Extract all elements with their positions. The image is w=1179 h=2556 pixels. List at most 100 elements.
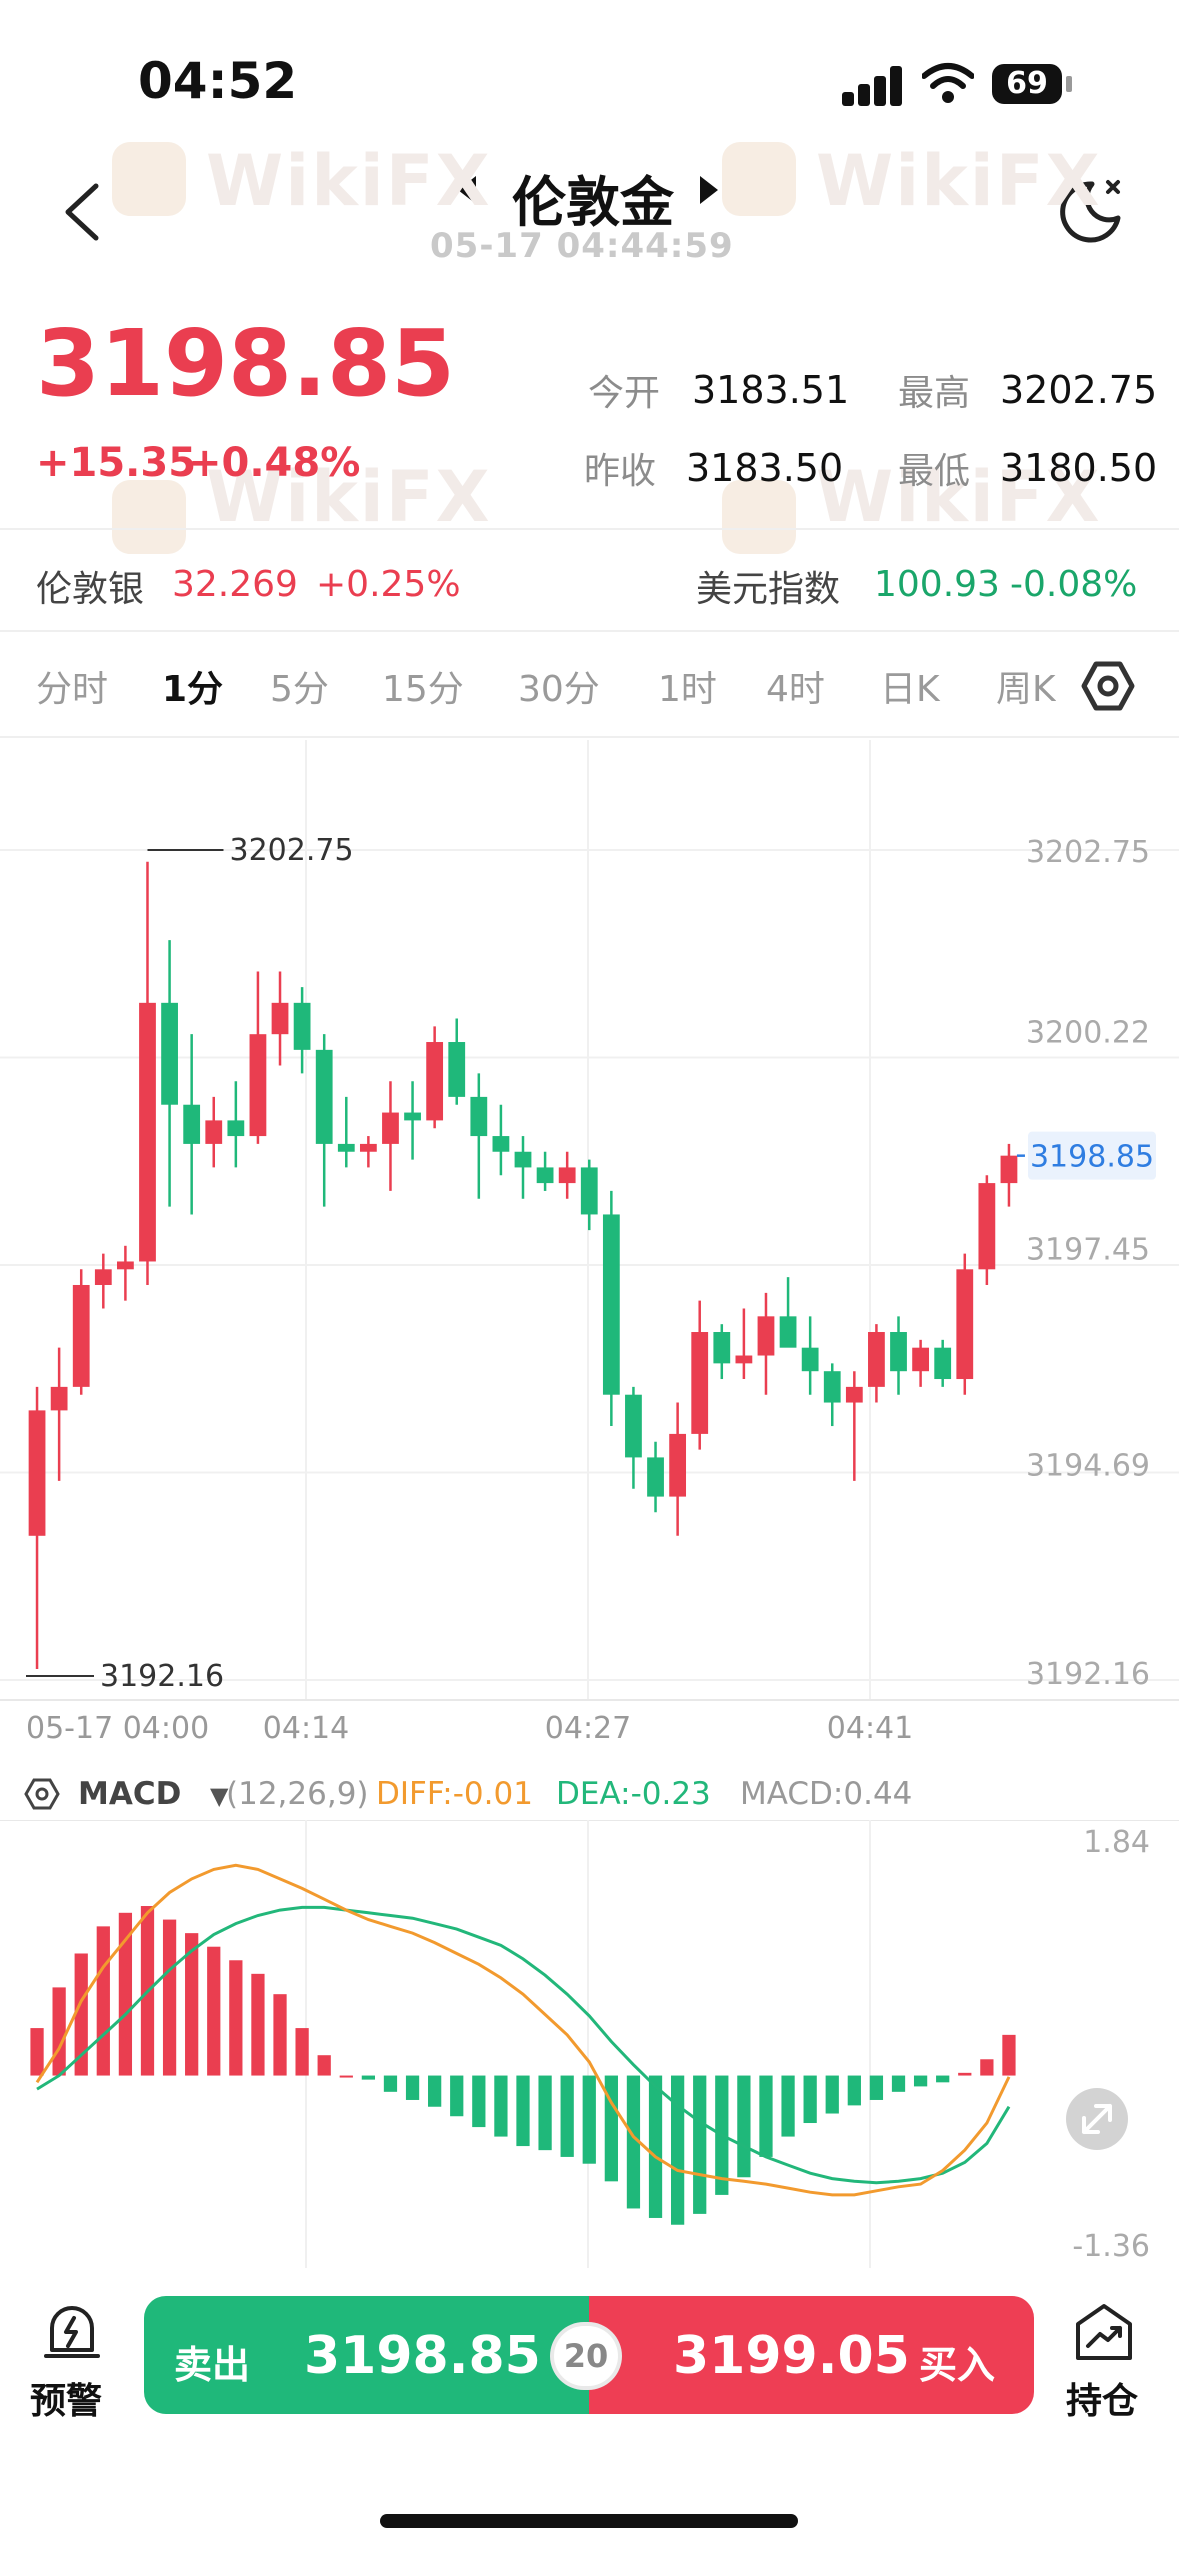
period-tab[interactable]: 5分 (270, 669, 329, 710)
macd-bar (891, 2075, 906, 2092)
home-indicator[interactable] (380, 2514, 798, 2528)
period-tab[interactable]: 周K (996, 669, 1056, 710)
macd-bar (162, 1919, 177, 2076)
back-icon[interactable] (60, 182, 104, 242)
buy-label: 买入 (919, 2343, 996, 2387)
status-time: 04:52 (138, 52, 298, 110)
period-tab[interactable]: 15分 (382, 669, 464, 710)
macd-bar (936, 2075, 950, 2083)
diff-line (35, 1863, 1011, 2197)
candle-body (779, 1316, 797, 1348)
macd-bar (958, 2072, 972, 2076)
candle-body (249, 1034, 267, 1137)
y-tick-label: 1.84 (1083, 1825, 1150, 1860)
candle-body (117, 1261, 134, 1270)
macd-bar (30, 2028, 44, 2076)
macd-params: (12,26,9) (226, 1776, 369, 1812)
watermark-text: WikiFX (816, 140, 1102, 222)
macd-bar (847, 2075, 861, 2106)
macd-bar (626, 2075, 641, 2209)
position-icon[interactable] (1072, 2300, 1136, 2364)
x-tick-label: 04:14 (263, 1711, 349, 1746)
candle-body (669, 1433, 687, 1497)
night-mode-icon[interactable] (1052, 172, 1128, 248)
period-tab[interactable]: 30分 (518, 669, 600, 710)
macd-bar (207, 1946, 221, 2076)
macd-chart[interactable]: 1.84 -1.36 (0, 1820, 1179, 2270)
candle-body (139, 1002, 156, 1262)
chart-settings-icon[interactable] (1080, 658, 1136, 714)
high-marker-label: 3202.75 (229, 833, 353, 868)
candle-body (470, 1096, 488, 1137)
usd-index-label[interactable]: 美元指数 (696, 569, 841, 610)
page-title[interactable]: 伦敦金 (512, 171, 674, 234)
low-label: 最低 (898, 451, 971, 492)
macd-bar (251, 1973, 265, 2076)
x-tick-label: 04:41 (827, 1711, 913, 1746)
last-price: 3198.85 (36, 310, 456, 417)
candle-body (293, 1002, 311, 1050)
quote-timestamp: 05-17 04:44:59 (430, 226, 734, 266)
candle-body (359, 1143, 377, 1152)
spread-badge: 20 (554, 2326, 618, 2386)
macd-bar (516, 2075, 530, 2147)
macd-bar (74, 1953, 88, 2076)
macd-bar (185, 1933, 199, 2076)
candle-body (492, 1136, 510, 1152)
next-symbol-icon[interactable] (700, 176, 718, 204)
sell-button[interactable]: 卖出 3198.85 (144, 2296, 589, 2414)
candle-body (934, 1347, 952, 1380)
candle-body (801, 1347, 819, 1372)
silver-price[interactable]: 32.269 (172, 564, 298, 605)
watermark-text: WikiFX (816, 456, 1102, 538)
period-tab[interactable]: 1分 (162, 669, 224, 710)
macd-bar (339, 2075, 353, 2078)
period-tab[interactable]: 1时 (658, 669, 717, 710)
macd-bar (472, 2075, 486, 2128)
alert-bell-icon[interactable] (40, 2300, 104, 2366)
candle-body (558, 1167, 576, 1184)
period-tab[interactable]: 日K (880, 669, 940, 710)
silver-percent[interactable]: +0.25% (316, 564, 461, 605)
buy-button[interactable]: 3199.05 买入 (589, 2296, 1034, 2414)
prev-symbol-icon[interactable] (458, 176, 476, 204)
candle-body (823, 1371, 841, 1403)
usd-index-price[interactable]: 100.93 (874, 564, 1000, 605)
watermark-text: WikiFX (206, 456, 492, 538)
watermark-logo (722, 480, 796, 554)
candlestick-chart[interactable]: 3202.75 3200.22 3197.45 3194.69 3192.16 05-17… (0, 740, 1179, 1760)
candle-body (912, 1347, 929, 1372)
macd-bar (980, 2059, 994, 2076)
candle-body (72, 1284, 90, 1387)
macd-diff-label: DIFF:-0.01 (376, 1776, 533, 1812)
indicator-name[interactable]: MACD (78, 1776, 182, 1812)
signal-icon (842, 64, 904, 106)
alert-label[interactable]: 预警 (30, 2381, 103, 2422)
macd-bar (52, 1987, 66, 2076)
y-tick-label: 3192.16 (1026, 1657, 1150, 1692)
expand-icon[interactable] (1066, 2088, 1128, 2150)
candle-body (448, 1042, 466, 1097)
battery-cap (1066, 76, 1072, 92)
indicator-settings-icon[interactable] (24, 1776, 60, 1812)
macd-bar (693, 2075, 707, 2214)
period-tab[interactable]: 分时 (36, 669, 109, 710)
prev-close-value: 3183.50 (686, 446, 844, 490)
sell-price: 3198.85 (304, 2326, 541, 2386)
y-tick-label: 3197.45 (1026, 1232, 1150, 1267)
silver-label[interactable]: 伦敦银 (36, 569, 145, 610)
watermark-logo (112, 142, 186, 216)
watermark-logo (722, 142, 796, 216)
wifi-icon (922, 63, 974, 103)
macd-bar (273, 1994, 287, 2076)
divider (0, 736, 1179, 738)
battery-icon: 69 (992, 64, 1062, 104)
position-label[interactable]: 持仓 (1066, 2381, 1139, 2422)
usd-index-percent[interactable]: -0.08% (1010, 564, 1138, 605)
period-tab[interactable]: 4时 (766, 669, 825, 710)
chevron-down-icon[interactable]: ▼ (210, 1782, 229, 1810)
candle-body (602, 1214, 620, 1395)
high-value: 3202.75 (1000, 368, 1158, 412)
candle-body (580, 1167, 598, 1215)
candle-body (426, 1042, 444, 1121)
